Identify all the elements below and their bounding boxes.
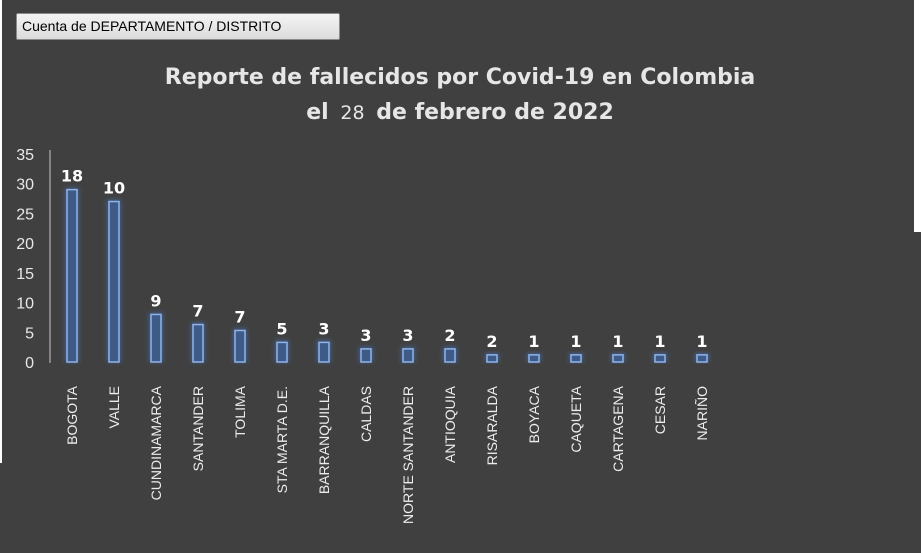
data-label: 3 xyxy=(402,326,413,345)
y-tick-label: 20 xyxy=(16,236,34,253)
category-label: CARTAGENA xyxy=(610,385,626,471)
data-label: 10 xyxy=(103,179,125,198)
y-tick-label: 35 xyxy=(16,147,34,164)
category-label: CALDAS xyxy=(358,386,374,442)
bar xyxy=(150,313,162,363)
bar xyxy=(570,354,582,363)
title-prefix: el xyxy=(306,100,329,125)
chart-title-line1: Reporte de fallecidos por Covid-19 en Co… xyxy=(164,65,756,90)
field-filter-button[interactable]: Cuenta de DEPARTAMENTO / DISTRITO xyxy=(16,13,340,40)
category-label: SANTANDER xyxy=(190,386,206,471)
data-label: 2 xyxy=(444,326,455,345)
chart-title: Reporte de fallecidos por Covid-19 en Co… xyxy=(130,60,790,131)
y-tick-label: 10 xyxy=(16,296,34,313)
title-day: 28 xyxy=(340,102,365,124)
category-label: NORTE SANTANDER xyxy=(400,386,416,524)
bars-group xyxy=(65,187,709,363)
category-label: NARIÑO xyxy=(694,386,710,441)
title-suffix: de febrero de 2022 xyxy=(376,100,614,125)
category-label: TOLIMA xyxy=(232,385,248,438)
bar xyxy=(66,188,78,363)
bar xyxy=(528,354,540,363)
y-tick-label: 30 xyxy=(16,177,34,194)
bar xyxy=(234,329,246,363)
bar xyxy=(360,348,372,363)
data-label: 1 xyxy=(528,332,539,351)
y-axis-ticks: 0 5 10 15 20 25 30 35 xyxy=(16,147,34,372)
y-tick-label: 25 xyxy=(16,206,34,223)
category-label: STA MARTA D.E. xyxy=(274,386,290,493)
data-label: 1 xyxy=(570,332,581,351)
bar xyxy=(108,200,120,363)
category-label: BARRANQUILLA xyxy=(316,385,332,494)
bar xyxy=(192,323,204,363)
category-label: CAQUETA xyxy=(568,385,584,452)
y-tick-label: 0 xyxy=(25,355,34,372)
data-label: 1 xyxy=(696,332,707,351)
y-tick-label: 15 xyxy=(16,266,34,283)
left-edge-strip xyxy=(0,0,2,463)
bar xyxy=(612,354,624,363)
data-label: 7 xyxy=(234,308,245,327)
bar xyxy=(654,354,666,363)
chart-title-line2: el 28 de febrero de 2022 xyxy=(130,95,790,131)
bar xyxy=(486,354,498,363)
data-label: 5 xyxy=(276,319,287,338)
bar xyxy=(402,348,414,363)
category-label: BOYACA xyxy=(526,385,542,443)
category-label: VALLE xyxy=(106,386,122,429)
data-labels-group: 18 10 9 7 7 5 3 3 3 2 2 1 1 1 1 1 xyxy=(61,167,708,351)
data-label: 3 xyxy=(318,319,329,338)
category-label: CUNDINAMARCA xyxy=(148,385,164,500)
data-label: 7 xyxy=(192,302,203,321)
category-label: RISARALDA xyxy=(484,385,500,465)
data-label: 2 xyxy=(486,332,497,351)
right-edge-strip xyxy=(914,0,921,553)
bar xyxy=(276,341,288,363)
category-labels-group: BOGOTA VALLE CUNDINAMARCA SANTANDER TOLIMA ST… xyxy=(64,385,710,524)
data-label: 9 xyxy=(150,291,161,310)
data-label: 3 xyxy=(360,326,371,345)
category-label: ANTIOQUIA xyxy=(442,385,458,463)
data-label: 1 xyxy=(654,332,665,351)
category-label: CESAR xyxy=(652,386,668,434)
y-tick-label: 5 xyxy=(25,325,34,342)
bar xyxy=(696,354,708,363)
bar xyxy=(318,341,330,363)
category-label: BOGOTA xyxy=(64,385,80,445)
data-label: 1 xyxy=(612,332,623,351)
data-label: 18 xyxy=(61,167,83,186)
bar xyxy=(444,348,456,363)
